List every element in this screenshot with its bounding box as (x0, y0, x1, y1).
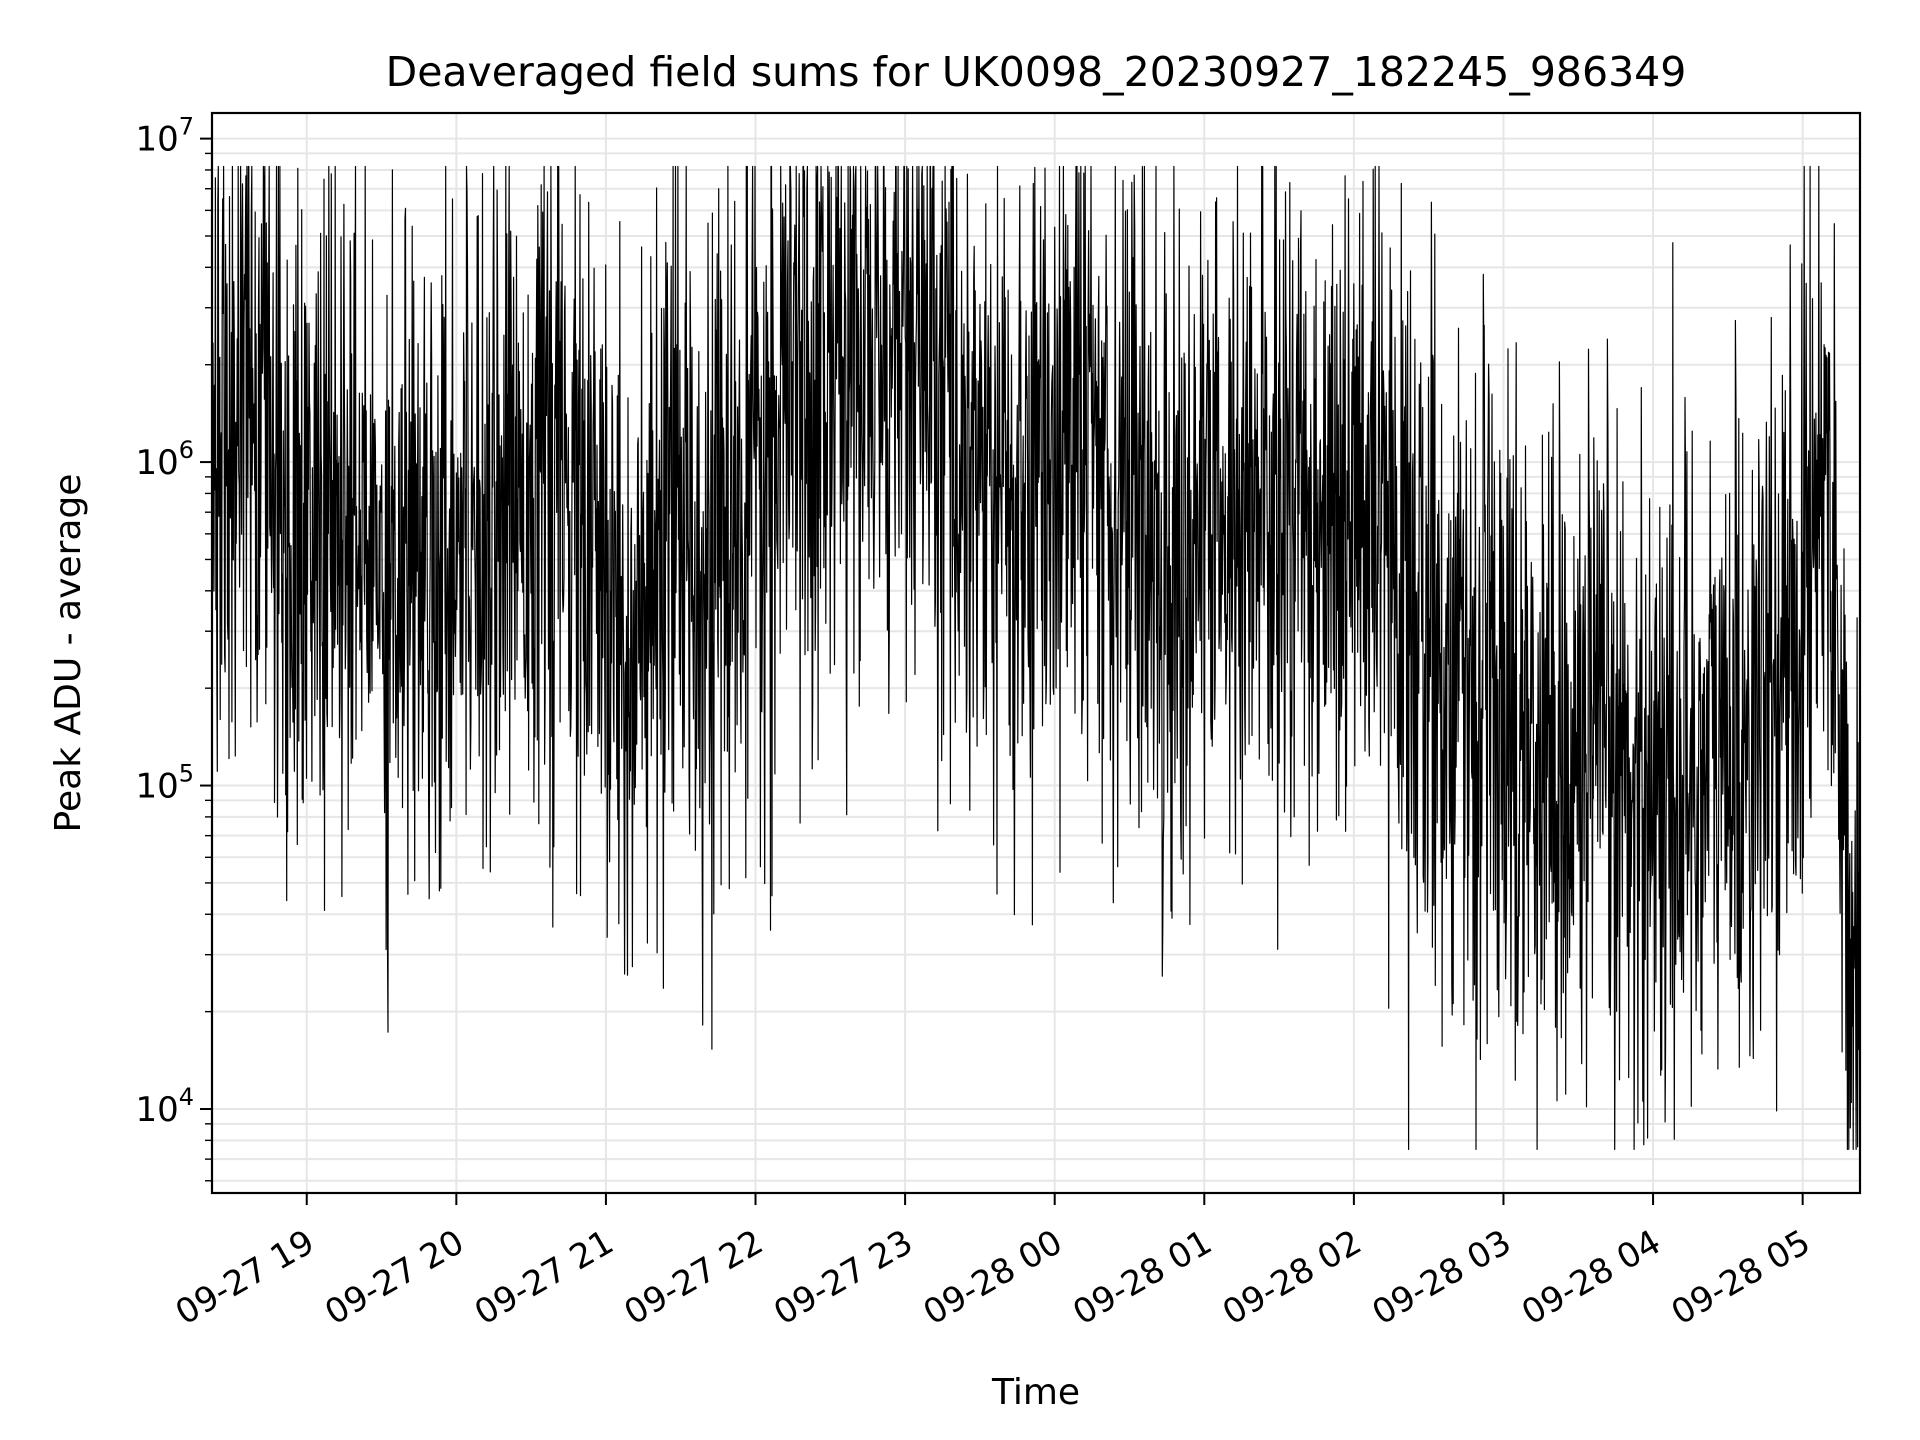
y-tick-label: 104 (135, 1083, 194, 1130)
series-line (211, 165, 1861, 1150)
x-axis-label: Time (991, 1372, 1080, 1413)
y-tick-label: 105 (135, 760, 194, 807)
chart-title: Deaveraged field sums for UK0098_2023092… (386, 48, 1687, 96)
y-tick-label: 107 (135, 113, 194, 160)
series-layer (211, 165, 1861, 1150)
y-axis-label: Peak ADU - average (48, 474, 89, 833)
plot-frame (210, 111, 1862, 1195)
y-tick-label: 106 (135, 436, 194, 483)
